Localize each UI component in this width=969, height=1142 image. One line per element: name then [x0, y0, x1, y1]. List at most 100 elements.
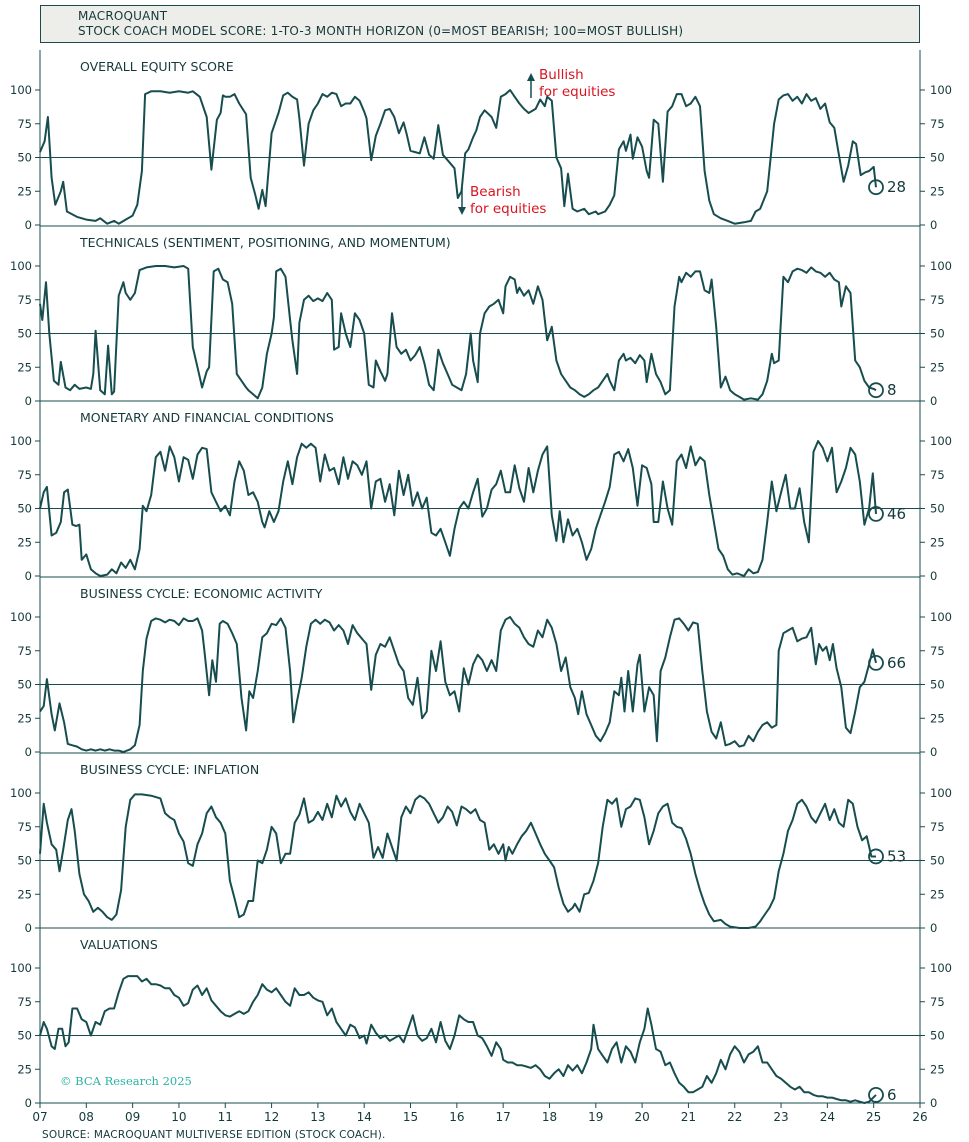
y-tick-label-left: 75	[17, 644, 32, 658]
y-tick-label-right: 0	[930, 394, 937, 408]
y-tick-label-right: 50	[930, 1029, 945, 1043]
y-tick-label-left: 25	[17, 535, 32, 549]
y-tick-label-right: 75	[930, 820, 945, 834]
y-tick-label-left: 100	[10, 434, 32, 448]
y-tick-label-right: 50	[930, 327, 945, 341]
y-tick-label-left: 25	[17, 887, 32, 901]
x-tick-label: 23	[773, 1110, 788, 1124]
series-line	[39, 975, 877, 1104]
x-tick-label: 13	[310, 1110, 325, 1124]
last-value-label: 46	[887, 505, 906, 523]
y-tick-label-right: 100	[930, 259, 952, 273]
y-tick-label-left: 100	[10, 259, 32, 273]
last-value-marker	[868, 382, 884, 399]
y-tick-label-right: 0	[930, 1096, 937, 1110]
x-tick-label: 19	[588, 1110, 603, 1124]
last-value-marker	[868, 179, 884, 196]
y-tick-label-left: 0	[25, 394, 32, 408]
panel-title: MONETARY AND FINANCIAL CONDITIONS	[80, 410, 334, 425]
y-tick-label-left: 0	[25, 569, 32, 583]
y-tick-label-left: 0	[25, 745, 32, 759]
x-tick-label: 10	[171, 1110, 186, 1124]
x-tick-label: 08	[79, 1110, 94, 1124]
y-tick-label-left: 50	[17, 151, 32, 165]
x-tick-label: 21	[681, 1110, 696, 1124]
y-tick-label-left: 50	[17, 502, 32, 516]
x-tick-label: 09	[125, 1110, 140, 1124]
y-tick-label-left: 100	[10, 83, 32, 97]
x-tick-label: 12	[264, 1110, 279, 1124]
y-tick-label-left: 0	[25, 218, 32, 232]
y-tick-label-right: 100	[930, 786, 952, 800]
y-tick-label-right: 100	[930, 434, 952, 448]
y-tick-label-left: 75	[17, 995, 32, 1009]
header-line1: MACROQUANT	[78, 9, 168, 23]
y-tick-label-right: 50	[930, 502, 945, 516]
x-tick-label: 07	[32, 1110, 47, 1124]
y-tick-label-right: 25	[930, 360, 945, 374]
panel-title: TECHNICALS (SENTIMENT, POSITIONING, AND …	[79, 235, 451, 250]
y-tick-label-right: 50	[930, 151, 945, 165]
panel-title: OVERALL EQUITY SCORE	[80, 59, 234, 74]
y-tick-label-left: 75	[17, 468, 32, 482]
y-tick-label-right: 75	[930, 468, 945, 482]
x-tick-label: 18	[542, 1110, 557, 1124]
source-note: SOURCE: MACROQUANT MULTIVERSE EDITION (S…	[42, 1129, 386, 1141]
y-tick-label-left: 50	[17, 327, 32, 341]
y-tick-label-left: 75	[17, 117, 32, 131]
panel-3: MONETARY AND FINANCIAL CONDITIONS 0 0 25 25 5…	[10, 400, 952, 583]
x-tick-label: 16	[449, 1110, 464, 1124]
y-tick-label-right: 25	[930, 1062, 945, 1076]
y-tick-label-right: 75	[930, 644, 945, 658]
x-tick-label: 24	[820, 1110, 835, 1124]
last-value-label: 6	[887, 1086, 897, 1104]
x-tick-label: 11	[218, 1110, 233, 1124]
last-value-label: 8	[887, 381, 897, 399]
panel-title: VALUATIONS	[80, 937, 158, 952]
bullish-label: Bullish	[539, 67, 584, 83]
y-tick-label-right: 0	[930, 569, 937, 583]
y-tick-label-left: 50	[17, 1029, 32, 1043]
series-line	[39, 89, 877, 225]
y-tick-label-right: 50	[930, 854, 945, 868]
y-tick-label-right: 75	[930, 293, 945, 307]
series-line	[39, 616, 877, 753]
last-value-marker	[868, 655, 884, 671]
last-value-marker	[868, 1087, 884, 1103]
y-tick-label-right: 25	[930, 535, 945, 549]
y-tick-label-left: 0	[25, 1096, 32, 1110]
x-tick-label: 20	[634, 1110, 649, 1124]
y-tick-label-left: 25	[17, 711, 32, 725]
y-tick-label-right: 0	[930, 218, 937, 232]
series-line	[39, 440, 877, 577]
last-value-label: 28	[887, 178, 906, 196]
y-tick-label-right: 100	[930, 610, 952, 624]
panel-4: BUSINESS CYCLE: ECONOMIC ACTIVITY 0 0 25 25 5…	[10, 576, 952, 759]
y-tick-label-left: 50	[17, 678, 32, 692]
x-tick-label: 15	[403, 1110, 418, 1124]
bullish-label-sub: for equities	[539, 84, 615, 100]
y-tick-label-left: 100	[10, 786, 32, 800]
panel-title: BUSINESS CYCLE: ECONOMIC ACTIVITY	[80, 586, 323, 601]
panel-title: BUSINESS CYCLE: INFLATION	[80, 762, 259, 777]
bullish-arrow-head	[527, 73, 535, 81]
y-tick-label-right: 25	[930, 887, 945, 901]
y-tick-label-left: 0	[25, 921, 32, 935]
y-tick-label-right: 0	[930, 921, 937, 935]
y-tick-label-right: 100	[930, 83, 952, 97]
last-value-marker	[868, 506, 884, 522]
y-tick-label-left: 100	[10, 610, 32, 624]
panel-6: VALUATIONS 0 0 25 25 50 50 75 75 100 100 6	[10, 927, 952, 1110]
bearish-label-sub: for equities	[470, 201, 546, 217]
y-tick-label-left: 100	[10, 961, 32, 975]
y-tick-label-right: 100	[930, 961, 952, 975]
watermark-logo: © BCA Research 2025	[60, 1074, 192, 1088]
y-tick-label-left: 50	[17, 854, 32, 868]
series-line	[39, 265, 877, 401]
y-tick-label-left: 25	[17, 1062, 32, 1076]
last-value-marker	[868, 848, 884, 865]
bearish-label: Bearish	[470, 184, 521, 200]
